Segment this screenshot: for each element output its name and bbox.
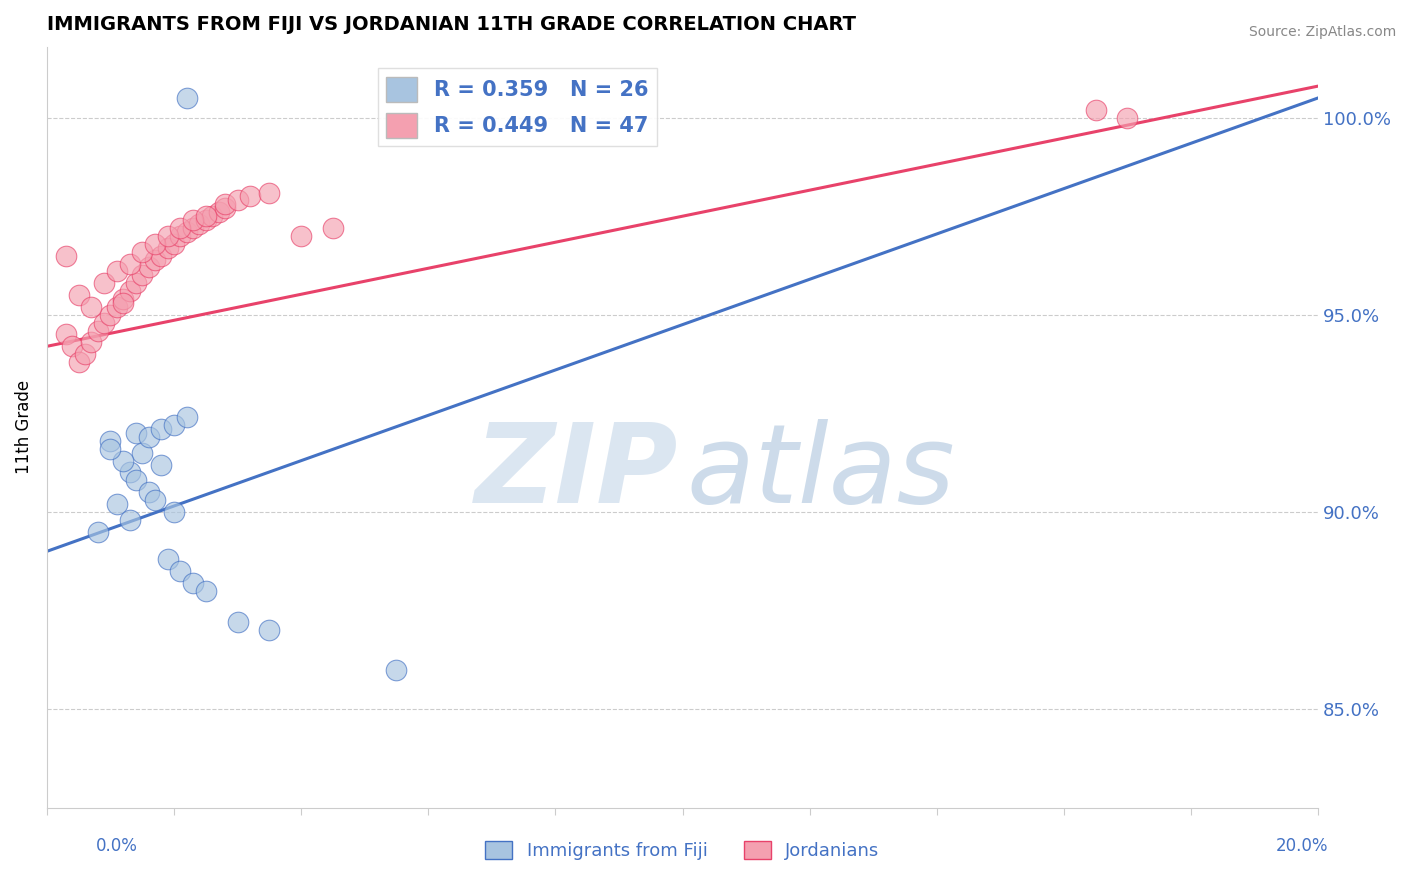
Point bbox=[201, 209, 224, 223]
Point bbox=[118, 284, 141, 298]
Point bbox=[100, 434, 122, 448]
Text: 20.0%: 20.0% bbox=[1277, 837, 1329, 855]
Point bbox=[143, 493, 166, 508]
Point bbox=[105, 300, 128, 314]
Point bbox=[118, 466, 141, 480]
Point bbox=[80, 300, 103, 314]
Point bbox=[131, 244, 153, 259]
Point bbox=[194, 209, 217, 223]
Point bbox=[214, 202, 236, 216]
Text: Source: ZipAtlas.com: Source: ZipAtlas.com bbox=[1249, 25, 1396, 39]
Point bbox=[93, 316, 115, 330]
Point bbox=[67, 288, 90, 302]
Point bbox=[259, 623, 281, 637]
Point bbox=[163, 236, 186, 251]
Point bbox=[87, 524, 110, 539]
Point bbox=[131, 268, 153, 283]
Point bbox=[150, 422, 173, 436]
Point bbox=[1116, 111, 1139, 125]
Text: atlas: atlas bbox=[686, 419, 955, 526]
Point bbox=[194, 583, 217, 598]
Point bbox=[112, 296, 135, 310]
Point bbox=[176, 91, 198, 105]
Point bbox=[93, 277, 115, 291]
Point bbox=[80, 335, 103, 350]
Point bbox=[194, 213, 217, 227]
Point bbox=[156, 552, 179, 566]
Point bbox=[67, 355, 90, 369]
Point bbox=[55, 327, 77, 342]
Point bbox=[105, 497, 128, 511]
Point bbox=[226, 615, 249, 630]
Point bbox=[143, 252, 166, 267]
Point bbox=[181, 213, 204, 227]
Point bbox=[169, 221, 191, 235]
Point bbox=[143, 236, 166, 251]
Point bbox=[226, 194, 249, 208]
Point bbox=[169, 228, 191, 243]
Point bbox=[73, 347, 96, 361]
Point bbox=[125, 425, 148, 440]
Y-axis label: 11th Grade: 11th Grade bbox=[15, 380, 32, 475]
Point bbox=[163, 418, 186, 433]
Point bbox=[125, 277, 148, 291]
Point bbox=[55, 249, 77, 263]
Point bbox=[100, 308, 122, 322]
Point bbox=[118, 256, 141, 270]
Point bbox=[118, 513, 141, 527]
Point bbox=[60, 339, 83, 353]
Point bbox=[112, 292, 135, 306]
Point bbox=[214, 197, 236, 211]
Point bbox=[181, 221, 204, 235]
Point bbox=[239, 189, 262, 203]
Point bbox=[105, 264, 128, 278]
Point bbox=[87, 324, 110, 338]
Point bbox=[150, 249, 173, 263]
Point bbox=[207, 205, 229, 219]
Point bbox=[169, 564, 191, 578]
Point bbox=[150, 458, 173, 472]
Text: IMMIGRANTS FROM FIJI VS JORDANIAN 11TH GRADE CORRELATION CHART: IMMIGRANTS FROM FIJI VS JORDANIAN 11TH G… bbox=[46, 15, 856, 34]
Point bbox=[138, 430, 160, 444]
Point bbox=[138, 485, 160, 500]
Point bbox=[181, 575, 204, 590]
Point bbox=[156, 228, 179, 243]
Point bbox=[385, 663, 408, 677]
Point bbox=[138, 260, 160, 275]
Point bbox=[259, 186, 281, 200]
Point bbox=[125, 474, 148, 488]
Point bbox=[1084, 103, 1107, 117]
Text: 0.0%: 0.0% bbox=[96, 837, 138, 855]
Point bbox=[176, 410, 198, 425]
Point bbox=[100, 442, 122, 456]
Point bbox=[176, 225, 198, 239]
Text: ZIP: ZIP bbox=[475, 419, 679, 526]
Point bbox=[290, 228, 312, 243]
Point bbox=[163, 505, 186, 519]
Point bbox=[112, 453, 135, 467]
Point bbox=[188, 217, 211, 231]
Point bbox=[322, 221, 344, 235]
Point bbox=[156, 241, 179, 255]
Point bbox=[131, 446, 153, 460]
Legend: R = 0.359   N = 26, R = 0.449   N = 47: R = 0.359 N = 26, R = 0.449 N = 47 bbox=[378, 69, 657, 146]
